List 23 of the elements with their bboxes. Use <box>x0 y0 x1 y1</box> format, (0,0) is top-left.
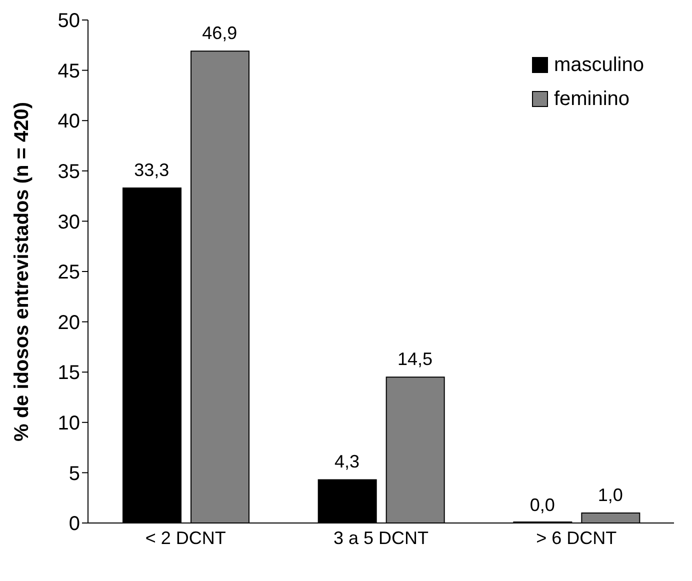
y-tick-label: 30 <box>58 211 80 234</box>
x-tick-label: 3 a 5 DCNT <box>333 528 429 548</box>
data-label: 46,9 <box>202 23 238 44</box>
data-label: 33,3 <box>134 160 170 180</box>
y-tick-label: 50 <box>58 10 80 32</box>
y-tick-label: 35 <box>58 161 80 183</box>
data-label: 4,3 <box>334 452 360 472</box>
data-label: 1,0 <box>598 484 623 505</box>
y-axis-title: % de idosos entrevistados (n = 420) <box>11 102 34 442</box>
data-label: 14,5 <box>397 349 433 370</box>
y-tick-label: 10 <box>58 412 80 434</box>
y-tick-label: 0 <box>68 513 80 536</box>
data-label: 0,0 <box>530 495 555 515</box>
x-tick-label: < 2 DCNT <box>145 528 226 548</box>
y-tick-label: 45 <box>58 60 80 82</box>
legend-label: feminino <box>554 88 630 110</box>
y-tick-label: 15 <box>58 362 80 384</box>
legend-label: masculino <box>554 54 644 76</box>
y-tick-label: 5 <box>68 462 80 485</box>
y-tick-label: 25 <box>58 262 80 284</box>
y-tick-label: 40 <box>58 110 80 133</box>
y-tick-label: 20 <box>58 312 80 334</box>
x-tick-label: > 6 DCNT <box>536 528 617 548</box>
